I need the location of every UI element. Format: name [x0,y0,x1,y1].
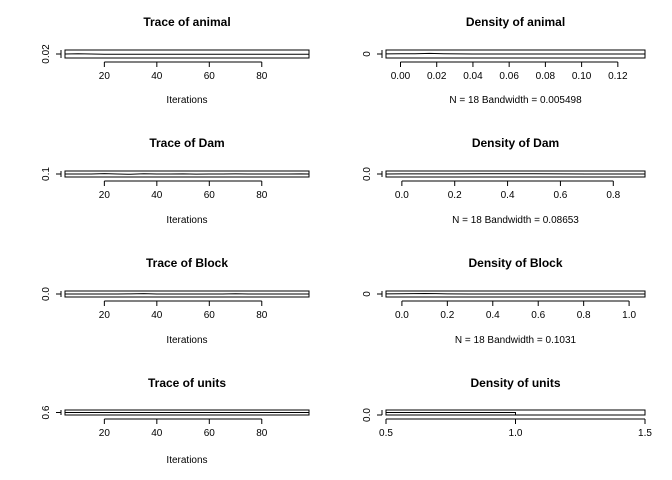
panel-6: Density of Block 0.0 0.2 0.4 0.6 0.8 1.0 0 N = 1… [362,256,646,346]
x-tick-label: 80 [256,71,268,82]
y-tick-label: 0.0 [41,287,52,301]
x-axis-label: N = 18 Bandwidth = 0.005498 [449,95,582,106]
x-axis-label: N = 18 Bandwidth = 0.1031 [455,335,577,346]
x-tick-label: 0.6 [531,310,545,321]
panel-title: Density of Block [468,256,562,270]
x-tick-label: 0.4 [501,190,515,201]
x-axis-label: N = 18 Bandwidth = 0.08653 [452,215,579,226]
x-tick-label: 0.6 [553,190,567,201]
x-tick-label: 20 [99,310,111,321]
x-tick-label: 0.0 [395,190,409,201]
x-tick-label: 0.08 [536,71,556,82]
x-tick-label: 80 [256,190,268,201]
panel-title: Trace of units [148,376,226,390]
y-tick-label: 0.0 [362,408,373,422]
x-tick-label: 0.0 [395,310,409,321]
y-tick-label: 0 [362,51,373,57]
x-tick-label: 1.0 [622,310,636,321]
y-tick-label: 0.02 [41,44,52,64]
x-axis-label: Iterations [166,95,207,106]
panel-title: Trace of animal [143,15,230,29]
series-line-1 [65,173,310,175]
x-tick-label: 60 [204,71,216,82]
panel-title: Trace of Dam [149,136,224,150]
x-tick-label: 40 [151,190,163,201]
panel-1: Trace of animal 20 40 60 80 0.02 Iterations [41,15,310,106]
x-tick-label: 60 [204,190,216,201]
x-tick-label: 0.04 [463,71,483,82]
x-tick-label: 0.02 [427,71,447,82]
x-tick-label: 20 [99,71,111,82]
x-tick-label: 80 [256,310,268,321]
series-line-1 [385,412,645,416]
x-axis-label: Iterations [166,455,207,466]
panel-title: Density of animal [466,15,565,29]
x-tick-label: 0.8 [577,310,591,321]
panel-title: Density of Dam [472,136,559,150]
x-tick-label: 0.8 [606,190,620,201]
panel-4: Density of Dam 0.0 0.2 0.4 0.6 0.8 0.0 N = 18 B… [362,136,646,226]
x-tick-label: 1.5 [638,428,652,439]
panel-5: Trace of Block 20 40 60 80 0.0 Iterations [41,256,310,346]
x-tick-label: 20 [99,190,111,201]
x-tick-label: 40 [151,428,163,439]
panel-title: Density of units [470,376,560,390]
x-axis-label: Iterations [166,215,207,226]
x-tick-label: 1.0 [509,428,523,439]
x-tick-label: 0.12 [608,71,628,82]
x-tick-label: 60 [204,310,216,321]
x-tick-label: 60 [204,428,216,439]
panel-2: Density of animal 0.00 0.02 0.04 0.06 0.08 0.1… [362,15,646,106]
y-tick-label: 0.0 [362,167,373,181]
panel-title: Trace of Block [146,256,228,270]
x-tick-label: 20 [99,428,111,439]
y-tick-label: 0.6 [41,405,52,419]
x-tick-label: 0.10 [572,71,592,82]
x-tick-label: 0.00 [391,71,411,82]
x-tick-label: 0.5 [379,428,393,439]
x-tick-label: 0.06 [499,71,519,82]
y-tick-label: 0 [362,291,373,297]
panel-7: Trace of units 20 40 60 80 0.6 Iterations [41,376,310,466]
x-tick-label: 0.4 [486,310,500,321]
x-tick-label: 0.2 [448,190,462,201]
panel-8: Density of units 0.5 1.0 1.5 0.0 [362,376,652,439]
x-tick-label: 40 [151,310,163,321]
x-tick-label: 0.2 [440,310,454,321]
series-line-1 [385,292,645,295]
panel-3: Trace of Dam 20 40 60 80 0.1 Iterations [41,136,310,226]
y-tick-label: 0.1 [41,167,52,181]
x-tick-label: 80 [256,428,268,439]
x-tick-label: 40 [151,71,163,82]
series-line-1 [385,52,645,55]
x-axis-label: Iterations [166,335,207,346]
